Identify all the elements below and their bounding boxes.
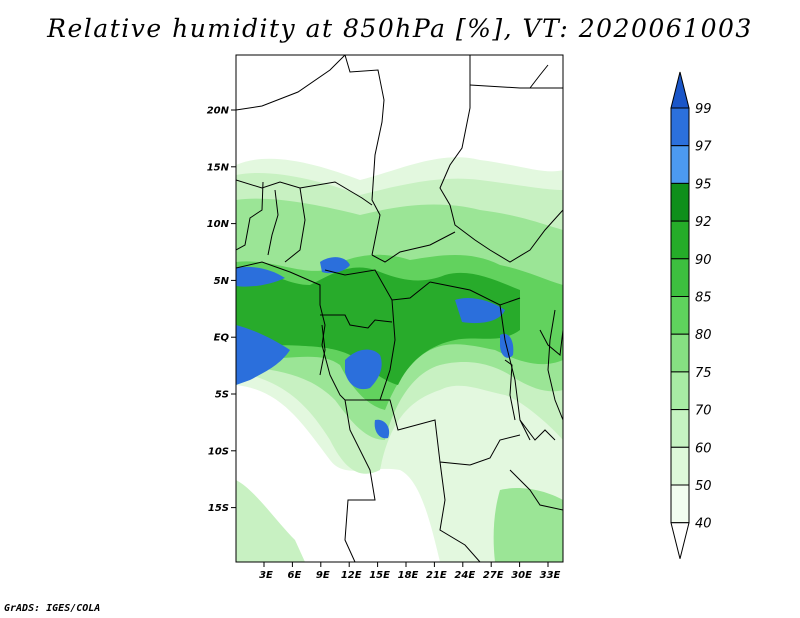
colorbar-bottom-arrow [670,522,690,559]
lon-tick-label: 21E [426,570,447,581]
lat-tick-label: 20N [207,106,230,117]
grads-credit: GrADS: IGES/COLA [4,603,101,614]
colorbar-level-label: 60 [695,441,712,456]
lon-tick-label: 15E [369,570,390,581]
rh-95-pocket [374,419,390,439]
colorbar-band [670,145,690,184]
rh-90-region [236,267,520,385]
colorbar-level-label: 85 [695,291,712,306]
lon-tick-label: 24E [454,570,475,581]
lon-tick-label: 12E [341,570,362,581]
rh-95-pocket [236,325,290,385]
colorbar-band [670,107,690,147]
chart-title: Relative humidity at 850hPa [%], VT: 202… [47,14,753,43]
lat-tick-label: 5N [214,276,230,287]
colorbar-level-label: 40 [695,517,712,532]
colorbar-level-label: 50 [695,479,712,494]
colorbar-level-label: 99 [695,102,712,117]
colorbar-level-label: 70 [695,404,712,419]
rh-95-pocket [320,257,350,274]
rh-95-pocket [345,349,382,390]
latitude-axis: 20N 15N 10N 5N EQ 5S 10S 15S [207,106,236,514]
lon-tick-label: 9E [316,570,330,581]
colorbar-band [670,220,690,260]
rh-95-pocket [236,266,285,287]
country-borders [236,55,563,562]
colorbar-top-arrow [670,71,690,109]
lon-tick-label: 33E [540,570,561,581]
lon-tick-label: 30E [511,570,532,581]
lat-tick-label: 15N [207,162,230,173]
colorbar-level-label: 95 [695,177,712,192]
lon-tick-label: 3E [259,570,273,581]
rh-95-pocket [455,298,505,324]
colorbar-band [670,371,690,411]
colorbar-level-label: 80 [695,328,712,343]
colorbar-band [670,333,690,373]
lat-tick-label: 5S [215,390,229,401]
colorbar-band [670,258,690,297]
lon-tick-label: 27E [483,570,504,581]
colorbar-level-label: 92 [695,215,712,230]
humidity-fill-layer [236,55,563,562]
colorbar-band [670,409,690,448]
lon-tick-label: 18E [398,570,419,581]
colorbar-band [670,484,690,524]
rh-50-southwest [236,480,305,562]
colorbar-level-label: 75 [695,366,712,381]
plot-frame [235,54,564,563]
colorbar-band [670,446,690,486]
lat-tick-label: 10S [208,446,229,457]
colorbar-level-label: 90 [695,253,712,268]
lat-tick-label: EQ [214,333,230,344]
rh-70-south [493,488,563,562]
colorbar-band [670,296,690,335]
colorbar-level-label: 97 [695,140,712,155]
lat-tick-label: 15S [208,503,229,514]
lat-tick-label: 10N [207,219,230,230]
lon-tick-label: 6E [288,570,302,581]
colorbar: 99 97 95 92 90 85 80 75 70 60 50 40 [670,71,712,559]
colorbar-band [670,182,690,222]
longitude-axis: 3E 6E 9E 12E 15E 18E 21E 24E 27E 30E 33E [259,562,561,581]
